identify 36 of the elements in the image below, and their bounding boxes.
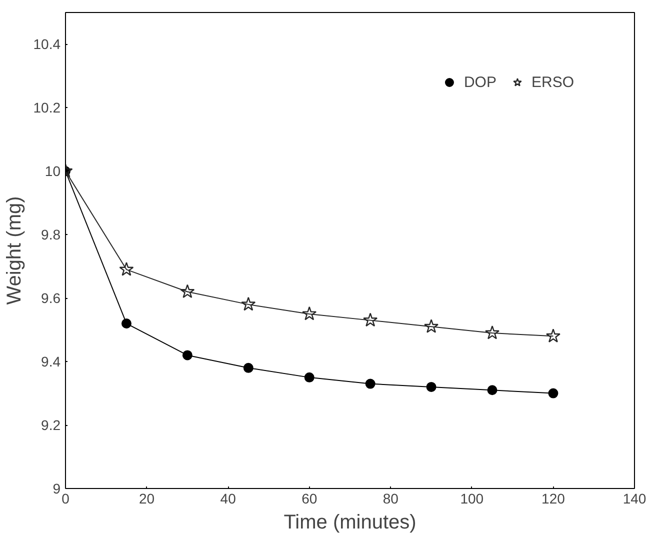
x-tick-label: 0 xyxy=(62,490,70,506)
point xyxy=(546,328,560,342)
y-tick-label: 9.6 xyxy=(41,290,61,306)
legend-label: ERSO xyxy=(531,74,574,90)
point xyxy=(182,350,192,360)
point xyxy=(484,325,500,340)
point xyxy=(363,312,378,327)
x-axis-title: Time (minutes) xyxy=(284,512,416,534)
x-tick-label: 20 xyxy=(139,490,155,506)
point xyxy=(241,296,256,311)
point xyxy=(548,388,558,398)
point xyxy=(121,318,132,328)
x-tick-label: 120 xyxy=(542,490,566,506)
point xyxy=(302,306,317,320)
point xyxy=(180,284,195,298)
point xyxy=(243,362,254,373)
y-tick-label: 10.2 xyxy=(33,100,61,116)
point xyxy=(304,372,314,382)
y-axis-title: Weight (mg) xyxy=(3,196,26,305)
point xyxy=(119,262,134,276)
point xyxy=(424,319,439,333)
point xyxy=(426,382,436,392)
x-tick-label: 140 xyxy=(622,490,646,506)
x-tick-label: 80 xyxy=(382,490,399,506)
point xyxy=(487,385,498,396)
y-tick-label: 10.4 xyxy=(33,36,61,52)
y-tick-label: 9.8 xyxy=(41,226,61,243)
y-tick-label: 9.2 xyxy=(41,417,61,434)
y-tick-label: 9.4 xyxy=(41,354,61,370)
legend-label: DOP xyxy=(464,74,496,90)
y-tick-label: 9 xyxy=(52,480,61,496)
x-tick-label: 100 xyxy=(460,490,484,506)
x-tick-label: 60 xyxy=(302,490,318,506)
point xyxy=(365,378,376,389)
y-tick-label: 10 xyxy=(44,163,61,180)
x-tick-label: 40 xyxy=(220,490,236,506)
